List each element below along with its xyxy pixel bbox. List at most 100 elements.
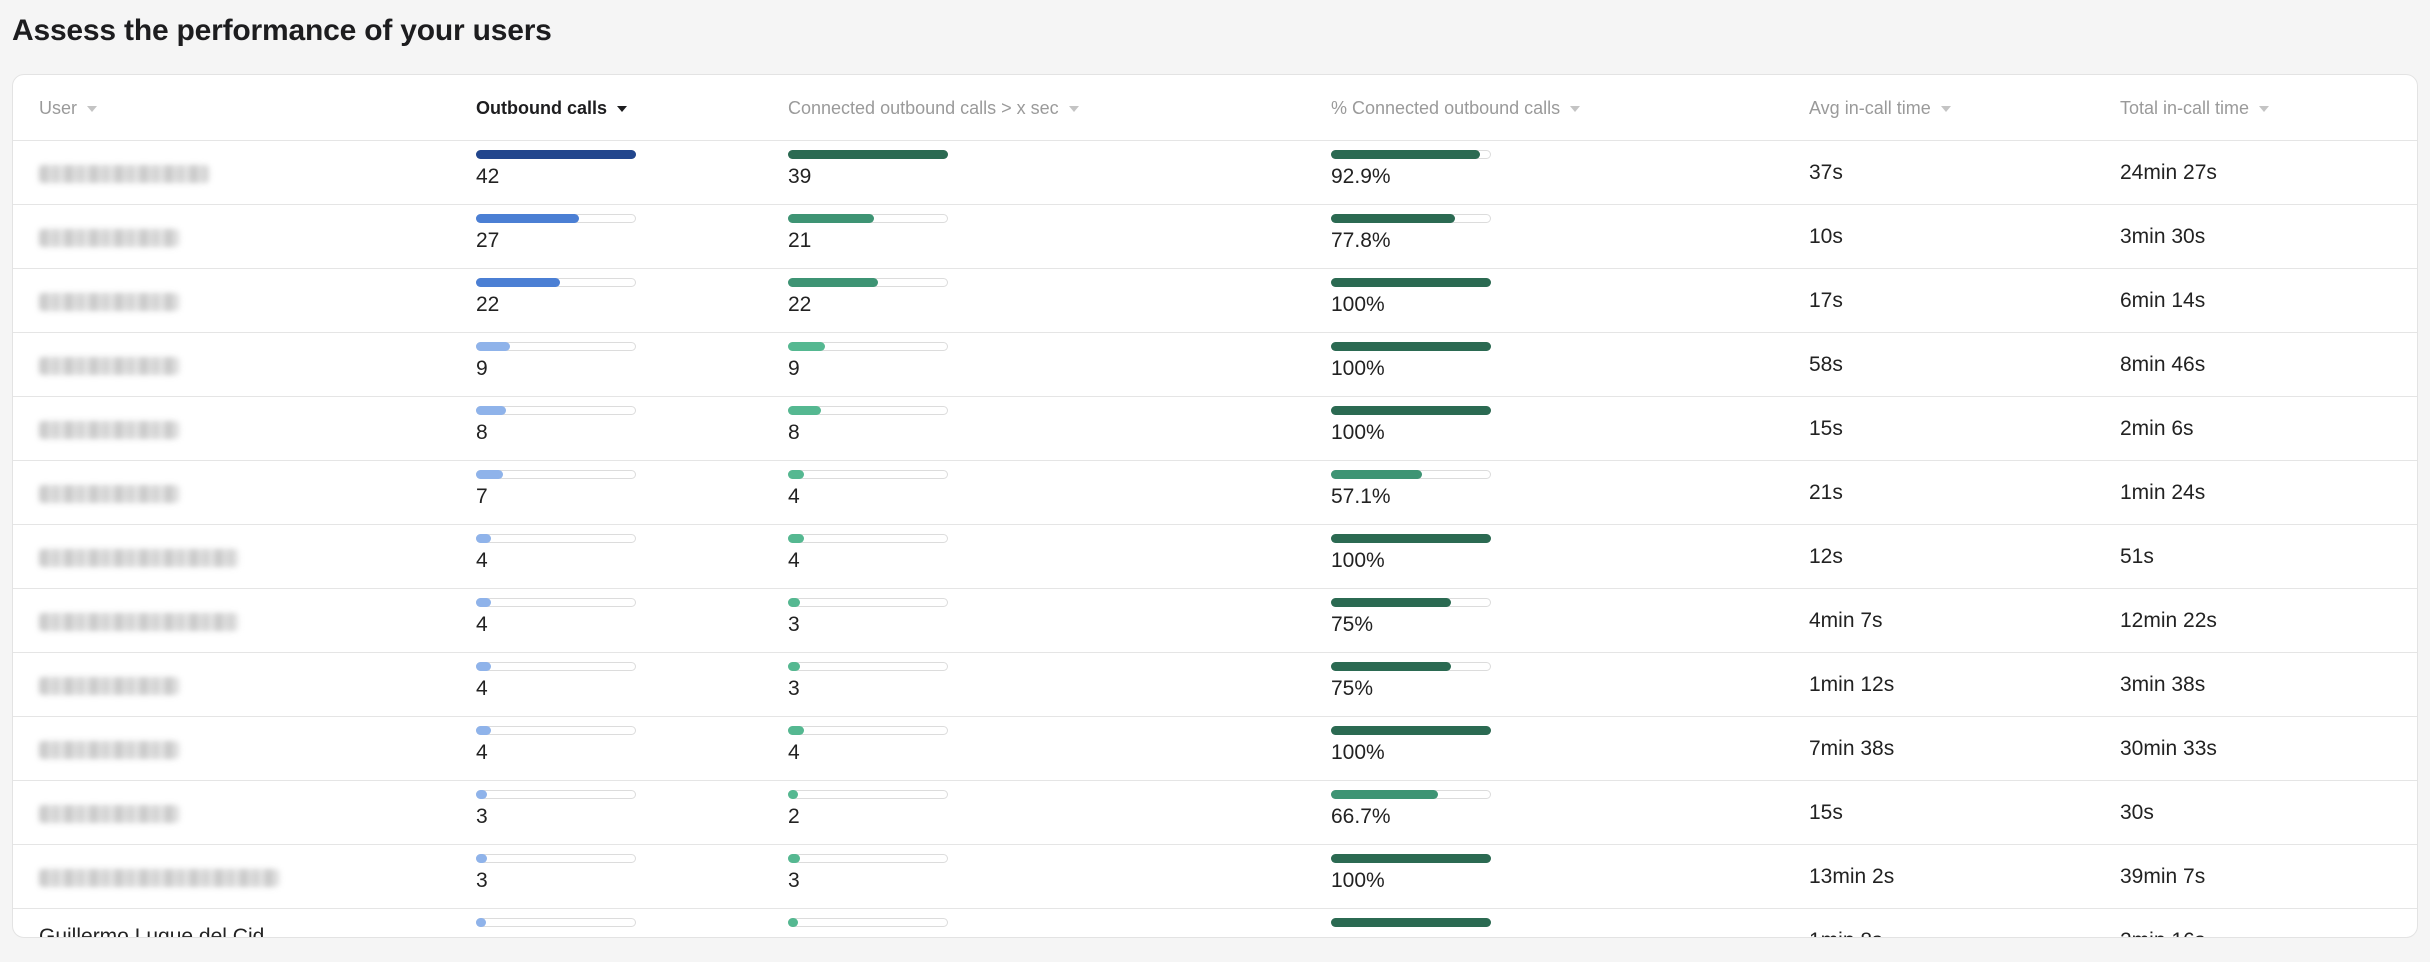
connected-calls-bar-fill — [788, 278, 878, 287]
connected-calls-bar-track — [788, 406, 948, 415]
percent-connected-bar-fill — [1331, 726, 1491, 735]
percent-connected-cell: 75% — [1331, 589, 1531, 653]
connected-calls-cell: 21 — [788, 205, 988, 269]
connected-calls-bar-fill — [788, 598, 800, 607]
total-in-call-time: 39min 7s — [2120, 865, 2206, 888]
percent-connected-cell: 100% — [1331, 717, 1531, 781]
user-name-redacted — [39, 229, 179, 247]
avg-in-call-time: 1min 12s — [1809, 673, 1895, 696]
total-in-call-time: 8min 46s — [2120, 353, 2206, 376]
percent-connected-bar-track — [1331, 918, 1491, 927]
percent-connected-value: 66.7% — [1331, 805, 1391, 828]
percent-connected-cell: 100% — [1331, 525, 1531, 589]
connected-calls-value: 2 — [788, 805, 800, 828]
connected-calls-bar-track — [788, 214, 948, 223]
total-in-call-time: 30min 33s — [2120, 737, 2217, 760]
percent-connected-bar-fill — [1331, 406, 1491, 415]
percent-connected-bar-track — [1331, 278, 1491, 287]
outbound-calls-bar-track — [476, 534, 636, 543]
outbound-calls-bar-track — [476, 662, 636, 671]
user-name: Guillermo Luque del Cid — [39, 925, 265, 938]
column-header-connected-outbound-calls[interactable]: Connected outbound calls > x sec — [788, 75, 1079, 141]
connected-calls-bar-track — [788, 470, 948, 479]
table-row[interactable]: 8 8 100% 15s 2min 6s — [13, 397, 2417, 461]
table-row[interactable]: 3 2 66.7% 15s 30s — [13, 781, 2417, 845]
percent-connected-value: 75% — [1331, 677, 1374, 700]
percent-connected-bar-fill — [1331, 598, 1451, 607]
outbound-calls-cell: 3 — [476, 845, 676, 909]
table-row[interactable]: 4 3 75% 1min 12s 3min 38s — [13, 653, 2417, 717]
connected-calls-bar-fill — [788, 342, 825, 351]
avg-in-call-time: 58s — [1809, 353, 1843, 376]
connected-calls-cell: 9 — [788, 333, 988, 397]
avg-in-call-time: 10s — [1809, 225, 1843, 248]
column-header-label: Outbound calls — [476, 97, 608, 118]
avg-in-call-time: 12s — [1809, 545, 1843, 568]
connected-calls-cell: 39 — [788, 141, 988, 205]
outbound-calls-value: 3 — [476, 869, 488, 892]
user-name-redacted — [39, 805, 179, 823]
table-row[interactable]: 22 22 100% 17s 6min 14s — [13, 269, 2417, 333]
outbound-calls-bar-track — [476, 214, 636, 223]
percent-connected-bar-fill — [1331, 342, 1491, 351]
table-row[interactable]: 3 3 100% 13min 2s 39min 7s — [13, 845, 2417, 909]
connected-calls-value: 9 — [788, 357, 800, 380]
outbound-calls-bar-track — [476, 726, 636, 735]
column-header-label: Avg in-call time — [1809, 97, 1931, 118]
outbound-calls-bar-track — [476, 150, 636, 159]
table-row[interactable]: 7 4 57.1% 21s 1min 24s — [13, 461, 2417, 525]
outbound-calls-value: 4 — [476, 549, 488, 572]
column-header-user[interactable]: User — [39, 75, 98, 141]
percent-connected-cell: 75% — [1331, 653, 1531, 717]
connected-calls-value: 39 — [788, 165, 812, 188]
outbound-calls-bar-fill — [476, 790, 487, 799]
user-name-redacted — [39, 165, 209, 183]
outbound-calls-bar-fill — [476, 470, 503, 479]
percent-connected-bar-track — [1331, 342, 1491, 351]
total-in-call-time: 24min 27s — [2120, 161, 2217, 184]
outbound-calls-bar-track — [476, 470, 636, 479]
table-row[interactable]: 27 21 77.8% 10s 3min 30s — [13, 205, 2417, 269]
column-header-avg-in-call-time[interactable]: Avg in-call time — [1809, 75, 1951, 141]
avg-in-call-time: 1min 8s — [1809, 909, 1883, 937]
connected-calls-bar-track — [788, 534, 948, 543]
table-row[interactable]: 4 3 75% 4min 7s 12min 22s — [13, 589, 2417, 653]
avg-in-call-time: 37s — [1809, 161, 1843, 184]
connected-calls-cell — [788, 909, 988, 937]
percent-connected-bar-track — [1331, 662, 1491, 671]
user-name-redacted — [39, 677, 179, 695]
table-row[interactable]: 4 4 100% 12s 51s — [13, 525, 2417, 589]
sort-caret-icon — [617, 106, 628, 112]
total-in-call-time: 3min 30s — [2120, 225, 2206, 248]
table-row[interactable]: 4 4 100% 7min 38s 30min 33s — [13, 717, 2417, 781]
connected-calls-value: 4 — [788, 549, 800, 572]
table-row[interactable]: 9 9 100% 58s 8min 46s — [13, 333, 2417, 397]
sort-caret-icon — [1570, 106, 1581, 112]
percent-connected-cell: 100% — [1331, 269, 1531, 333]
total-in-call-time: 3min 38s — [2120, 673, 2206, 696]
outbound-calls-bar-fill — [476, 598, 491, 607]
table-row[interactable]: 42 39 92.9% 37s 24min 27s — [13, 141, 2417, 205]
percent-connected-bar-fill — [1331, 534, 1491, 543]
avg-in-call-time: 7min 38s — [1809, 737, 1895, 760]
table-row[interactable]: Guillermo Luque del Cid 1min 8s 2min 16s — [13, 909, 2417, 938]
total-in-call-time: 51s — [2120, 545, 2154, 568]
outbound-calls-value: 27 — [476, 229, 500, 252]
connected-calls-cell: 2 — [788, 781, 988, 845]
percent-connected-bar-track — [1331, 790, 1491, 799]
percent-connected-cell — [1331, 909, 1531, 937]
percent-connected-bar-track — [1331, 406, 1491, 415]
user-name-redacted — [39, 549, 239, 567]
user-name-redacted — [39, 357, 179, 375]
column-header-total-in-call-time[interactable]: Total in-call time — [2120, 75, 2270, 141]
connected-calls-bar-fill — [788, 662, 800, 671]
percent-connected-bar-track — [1331, 598, 1491, 607]
column-header-percent-connected[interactable]: % Connected outbound calls — [1331, 75, 1581, 141]
column-header-outbound-calls[interactable]: Outbound calls — [476, 75, 628, 141]
total-in-call-time: 6min 14s — [2120, 289, 2206, 312]
outbound-calls-cell: 4 — [476, 717, 676, 781]
connected-calls-bar-fill — [788, 470, 804, 479]
percent-connected-value: 100% — [1331, 357, 1385, 380]
connected-calls-bar-track — [788, 662, 948, 671]
percent-connected-bar-track — [1331, 534, 1491, 543]
